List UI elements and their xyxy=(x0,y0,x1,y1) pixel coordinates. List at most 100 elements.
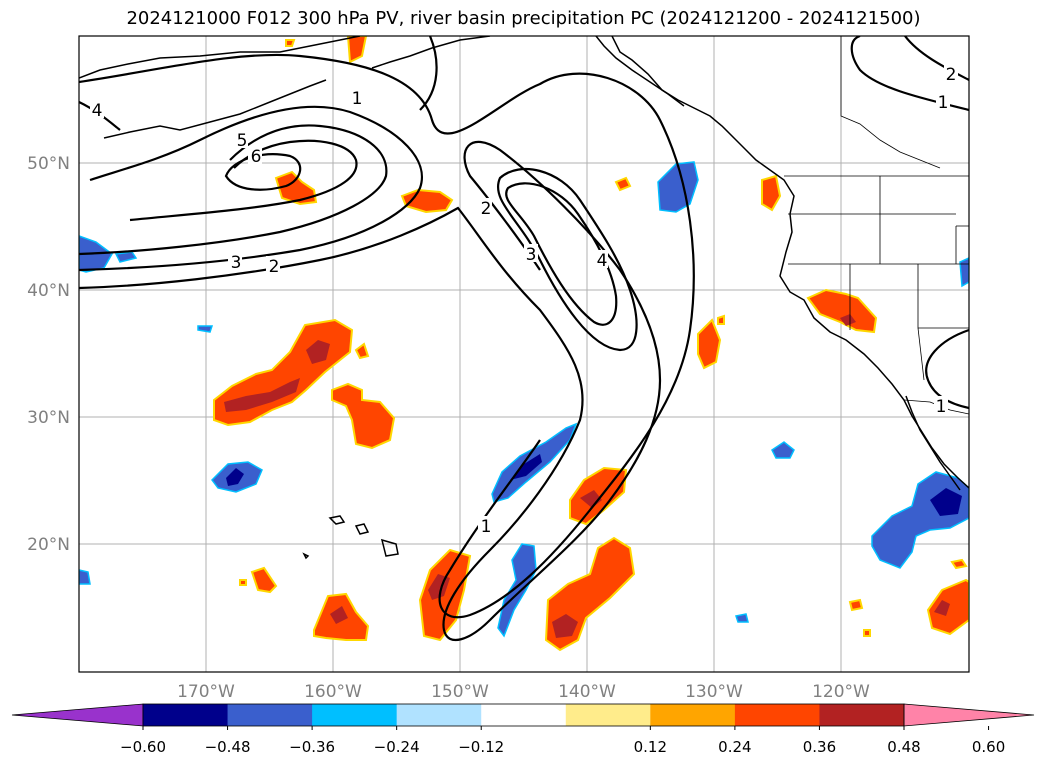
precip-blob xyxy=(697,318,722,370)
precip-core xyxy=(552,614,578,638)
precip-blob xyxy=(735,613,749,623)
colorbar-tick-label: −0.12 xyxy=(458,738,504,756)
colorbar: −0.60 −0.48 −0.36 −0.24 −0.12 0.12 0.24 0.36 0.4… xyxy=(11,703,1035,756)
colorbar-segment xyxy=(481,704,567,726)
colorbar-segment xyxy=(734,704,820,726)
colorbar-segment xyxy=(650,704,736,726)
coastline-north-america xyxy=(611,36,969,489)
precip-blob xyxy=(717,314,725,325)
pv-contour-1 xyxy=(79,53,695,619)
precip-blob xyxy=(614,176,632,192)
border-alaska-canada xyxy=(840,36,941,169)
precip-core xyxy=(840,314,856,326)
precip-blob xyxy=(114,251,138,263)
colorbar-tick-label: −0.60 xyxy=(120,738,166,756)
contour-label: 5 xyxy=(237,131,248,151)
lon-label: 140°W xyxy=(558,682,616,702)
contour-labels: 1 2 3 4 5 6 4 2 1 3 1 2 1 xyxy=(90,64,958,537)
coastline-aleutians xyxy=(103,79,327,139)
coastline-alaska-panhandle xyxy=(595,36,685,107)
colorbar-outline xyxy=(142,703,905,727)
colorbar-tick-label: 0.36 xyxy=(803,738,836,756)
precip-core xyxy=(306,340,330,364)
precip-blob xyxy=(79,569,91,585)
colorbar-extend-high xyxy=(903,703,1035,727)
contour-label: 1 xyxy=(936,397,947,417)
contour-label: 3 xyxy=(526,245,537,265)
map-frame xyxy=(78,35,970,673)
map-area xyxy=(79,36,969,672)
coastlines xyxy=(79,36,969,560)
precip-core xyxy=(930,488,962,516)
lon-label: 170°W xyxy=(177,682,235,702)
precip-blob xyxy=(806,288,878,334)
map-title: 2024121000 F012 300 hPa PV, river basin … xyxy=(126,8,921,29)
contour-label: 2 xyxy=(946,65,957,85)
pv-contour-3 xyxy=(79,105,423,272)
precip-blob xyxy=(950,558,968,570)
precip-blob xyxy=(657,161,699,213)
colorbar-tick-label: −0.36 xyxy=(289,738,335,756)
precip-blob xyxy=(761,174,782,212)
precip-core xyxy=(934,600,950,616)
borders xyxy=(784,36,969,415)
lon-label: 130°W xyxy=(685,682,743,702)
colorbar-tick-label: 0.48 xyxy=(887,738,920,756)
colorbar-segment xyxy=(819,704,905,726)
coastline-alaska-gulf xyxy=(371,36,491,69)
precip-blob xyxy=(239,579,247,586)
precip-blob xyxy=(285,39,296,47)
colorbar-extend-low xyxy=(11,703,144,727)
colorbar-segment xyxy=(565,704,651,726)
pv-contour-top xyxy=(419,36,438,111)
precip-negative xyxy=(79,161,969,638)
colorbar-segment xyxy=(227,704,313,726)
precip-blob xyxy=(331,382,396,450)
colorbar-segment xyxy=(396,704,482,726)
precip-blob xyxy=(863,629,871,637)
contour-label: 6 xyxy=(251,147,262,167)
precip-core xyxy=(510,454,542,480)
latitude-labels: 50°N 40°N 30°N 20°N xyxy=(27,154,70,555)
pv-contour-4b xyxy=(505,182,618,326)
contour-label: 1 xyxy=(352,89,363,109)
lat-label: 40°N xyxy=(27,281,70,301)
precip-blob xyxy=(959,257,969,288)
precip-core xyxy=(226,468,244,486)
precip-core xyxy=(330,606,348,624)
coastline-baja xyxy=(905,395,961,491)
contour-label: 2 xyxy=(269,257,280,277)
lon-label: 120°W xyxy=(812,682,870,702)
lat-label: 50°N xyxy=(27,154,70,174)
pv-contour-4 xyxy=(79,124,388,256)
precip-blob xyxy=(354,342,370,360)
precip-blob xyxy=(250,566,278,594)
colorbar-tick-label: −0.24 xyxy=(374,738,420,756)
lon-label: 150°W xyxy=(431,682,489,702)
contour-label: 4 xyxy=(92,101,103,121)
precip-core xyxy=(224,378,300,412)
precip-blob xyxy=(771,441,795,459)
precip-blob xyxy=(346,36,368,64)
pv-contour-ne-2 xyxy=(904,36,969,81)
precip-blob xyxy=(848,598,864,612)
colorbar-tick-label: 0.60 xyxy=(972,738,1005,756)
contour-label: 4 xyxy=(597,251,608,271)
contour-label: 3 xyxy=(231,253,242,273)
contour-label: 2 xyxy=(481,199,492,219)
coastline-hawaii xyxy=(302,515,399,560)
precip-blob xyxy=(197,325,214,333)
lat-label: 20°N xyxy=(27,535,70,555)
colorbar-tick-label: −0.48 xyxy=(205,738,251,756)
pv-contour-2 xyxy=(79,140,662,641)
colorbar-segment xyxy=(143,704,229,726)
colorbar-segment xyxy=(312,704,398,726)
precip-blob xyxy=(418,548,472,642)
coastline-alaska-south xyxy=(79,36,361,79)
pv-contour-5 xyxy=(129,139,358,222)
border-states-w xyxy=(788,176,969,381)
contour-label: 1 xyxy=(481,517,492,537)
lat-label: 30°N xyxy=(27,408,70,428)
pv-contour-se-1 xyxy=(925,328,969,410)
